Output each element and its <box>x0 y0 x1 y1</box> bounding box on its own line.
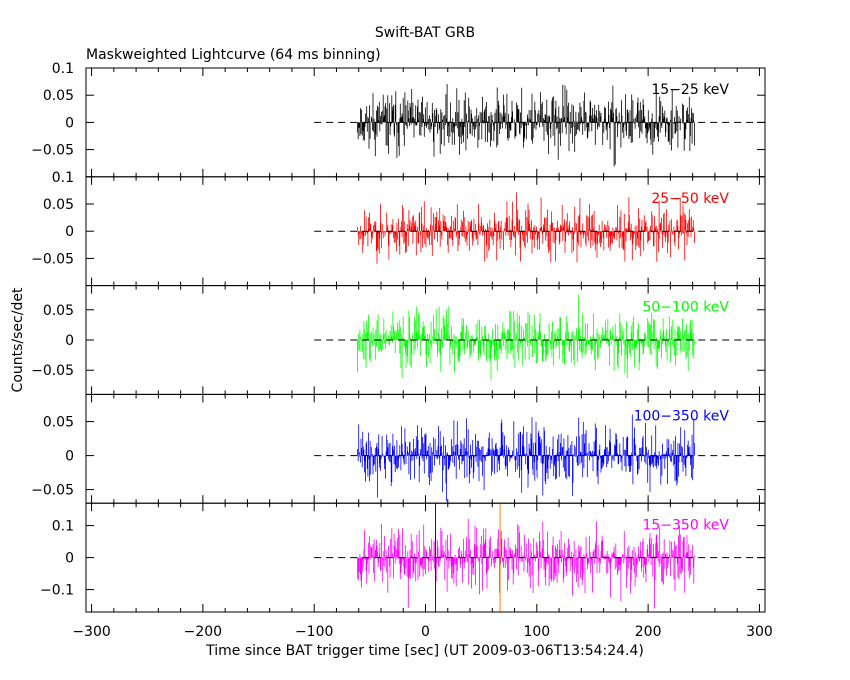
y-tick-label: 0.05 <box>43 88 74 104</box>
x-axis-label: Time since BAT trigger time [sec] (UT 20… <box>205 643 644 659</box>
x-tick-label: −300 <box>72 624 110 640</box>
y-tick-label: 0.05 <box>43 303 74 319</box>
chart-subtitle: Maskweighted Lightcurve (64 ms binning) <box>86 47 381 63</box>
y-tick-label: −0.05 <box>31 251 74 267</box>
band-label: 25−50 keV <box>651 191 729 207</box>
panel-15-350-kev: 15−350 keV 0.1 0 −0.1 <box>40 502 766 613</box>
y-tick-label: −0.1 <box>40 583 74 599</box>
band-label: 15−25 keV <box>651 82 729 98</box>
y-tick-label: −0.05 <box>31 363 74 379</box>
y-axis-label: Counts/sec/det <box>10 287 26 392</box>
y-tick-label: 0.05 <box>43 415 74 431</box>
y-tick-label: 0 <box>65 449 74 465</box>
lightcurve-series-4 <box>357 518 695 609</box>
y-tick-label: 0.1 <box>52 170 74 186</box>
x-tick-label: 200 <box>635 624 662 640</box>
y-tick-label: 0 <box>65 333 74 349</box>
lightcurve-series-0 <box>357 84 695 167</box>
chart-title: Swift-BAT GRB <box>375 25 475 41</box>
band-label: 50−100 keV <box>642 300 729 316</box>
y-tick-label: 0.1 <box>52 519 74 535</box>
y-tick-label: 0.05 <box>43 197 74 213</box>
y-tick-label: −0.05 <box>31 143 74 159</box>
y-tick-label: 0.1 <box>52 61 74 77</box>
panel-100-350-kev: 100−350 keV 0.05 0 −0.05 <box>31 393 766 504</box>
panel-15-25-kev: 15−25 keV 0.1 0.05 0 −0.05 <box>31 61 766 178</box>
panel-50-100-kev: 50−100 keV 0.05 0 −0.05 <box>31 285 766 395</box>
x-tick-label: 100 <box>523 624 550 640</box>
panel-25-50-kev: 25−50 keV 0.1 0.05 0 −0.05 <box>31 170 766 287</box>
band-label: 100−350 keV <box>634 409 730 425</box>
band-label: 15−350 keV <box>642 517 729 533</box>
panels-group: 15−25 keV 0.1 0.05 0 −0.05 25−50 keV 0.1 0.05 0 −… <box>31 61 773 640</box>
x-tick-label: −100 <box>295 624 333 640</box>
x-tick-label: 300 <box>746 624 773 640</box>
lightcurve-series-1 <box>357 192 695 264</box>
y-tick-label: 0 <box>65 115 74 131</box>
x-tick-label: −200 <box>184 624 222 640</box>
y-tick-label: 0 <box>65 224 74 240</box>
y-tick-label: −0.05 <box>31 483 74 499</box>
lightcurve-series-2 <box>357 294 695 380</box>
y-tick-label: 0 <box>65 551 74 567</box>
x-tick-label: 0 <box>421 624 430 640</box>
lightcurve-series-3 <box>357 414 695 502</box>
